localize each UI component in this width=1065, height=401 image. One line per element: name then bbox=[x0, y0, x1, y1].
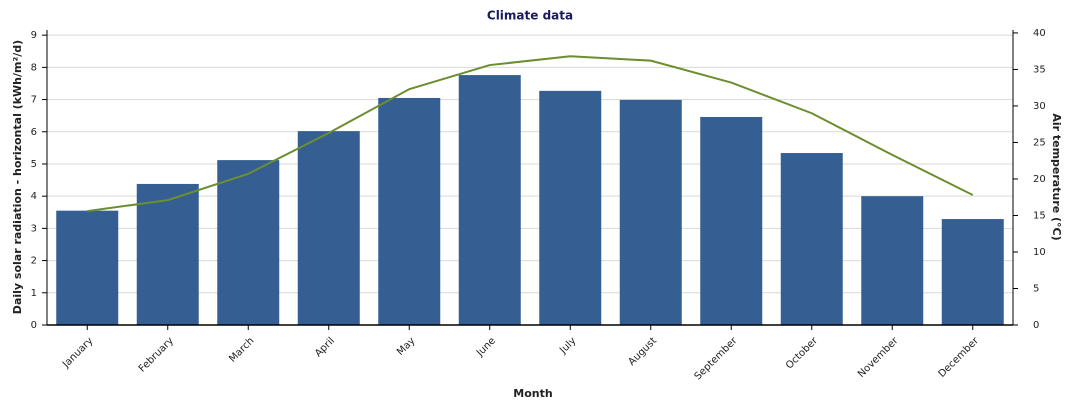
bar bbox=[458, 75, 521, 325]
bar bbox=[861, 196, 924, 325]
y-tick-label: 5 bbox=[31, 159, 37, 170]
y2-tick-label: 25 bbox=[1033, 137, 1046, 148]
bar bbox=[700, 116, 763, 325]
x-tick-label: June bbox=[474, 335, 498, 359]
y-axis-title: Daily solar radiation - horizontal (kWh/… bbox=[11, 40, 24, 314]
y2-axis-title: Air temperature (°C) bbox=[1050, 113, 1063, 240]
line bbox=[87, 55, 974, 213]
x-tick-label: October bbox=[784, 335, 821, 372]
bar bbox=[539, 90, 602, 325]
x-tick-label: July bbox=[557, 335, 578, 356]
x-tick-label: December bbox=[937, 335, 982, 380]
bar bbox=[619, 99, 682, 325]
y2-tick-label: 15 bbox=[1033, 210, 1046, 221]
x-tick-label: February bbox=[137, 335, 176, 374]
y2-tick-label: 30 bbox=[1033, 101, 1046, 112]
y-tick-label: 0 bbox=[31, 320, 37, 331]
x-tick-label: May bbox=[395, 335, 417, 357]
y2-tick-label: 10 bbox=[1033, 247, 1046, 258]
bar bbox=[297, 131, 360, 325]
chart-title: Climate data bbox=[487, 9, 573, 23]
y-tick-label: 1 bbox=[31, 288, 37, 299]
y-tick-label: 2 bbox=[31, 256, 37, 267]
bar bbox=[780, 153, 843, 325]
x-tick-label: January bbox=[60, 335, 95, 370]
y-tick-label: 6 bbox=[31, 127, 37, 138]
y2-tick-label: 40 bbox=[1033, 28, 1046, 39]
y-tick-label: 9 bbox=[31, 30, 37, 41]
y-tick-label: 3 bbox=[31, 223, 37, 234]
y2-tick-label: 35 bbox=[1033, 64, 1046, 75]
y-tick-label: 8 bbox=[31, 62, 37, 73]
bar bbox=[136, 183, 199, 325]
x-tick-label: November bbox=[856, 335, 901, 380]
x-tick-label: August bbox=[626, 335, 659, 368]
y2-tick-label: 0 bbox=[1033, 320, 1039, 331]
x-tick-label: September bbox=[693, 335, 740, 382]
y2-tick-label: 5 bbox=[1033, 283, 1039, 294]
bar bbox=[378, 97, 441, 325]
bar bbox=[941, 219, 1004, 325]
bar bbox=[56, 210, 119, 325]
x-axis-title: Month bbox=[513, 387, 552, 400]
bar bbox=[217, 160, 280, 325]
x-tick-label: March bbox=[227, 335, 256, 364]
x-tick-label: April bbox=[313, 335, 337, 359]
y-tick-label: 4 bbox=[31, 191, 37, 202]
y-tick-label: 7 bbox=[31, 95, 37, 106]
y2-tick-label: 20 bbox=[1033, 174, 1046, 185]
